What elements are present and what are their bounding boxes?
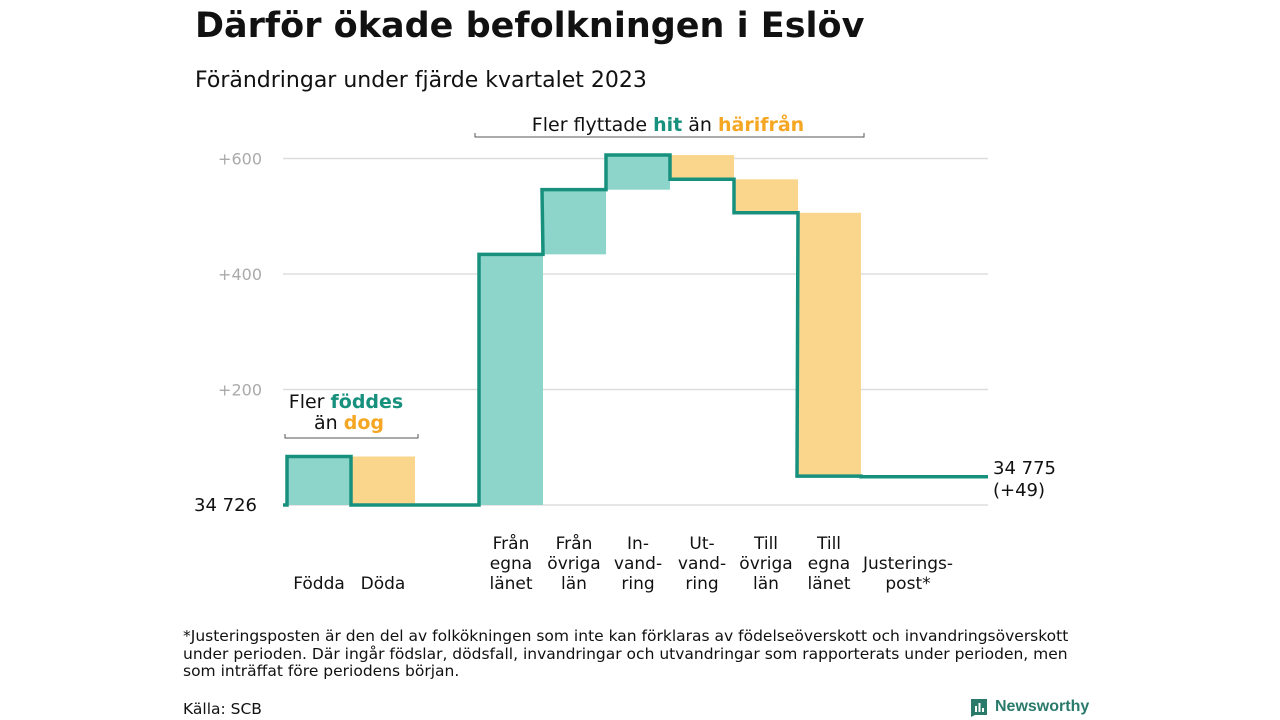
waterfall-bar [287,456,351,505]
x-category-label: län [561,574,587,594]
waterfall-bar [479,254,543,505]
footnote: *Justeringsposten är den del av folkökni… [183,627,1069,680]
chart-subtitle: Förändringar under fjärde kvartalet 2023 [195,68,647,93]
x-category-label: Döda [361,574,406,594]
migration-annotation: Fler flyttade hit än härifrån [532,112,804,136]
start-value-label: 34 726 [194,495,257,516]
migration-bracket [474,133,865,138]
x-category-label: ring [685,574,718,594]
x-category-label: Ut- [689,534,714,554]
y-tick-label: +600 [218,150,262,169]
waterfall-chart: +200+400+600 Födda DödaFrånegnalänetFrånö… [194,112,1056,594]
x-category-label: Justerings- [862,554,953,574]
x-category-label: Födda [293,574,345,594]
x-category-label: post* [885,574,930,594]
end-value-label: 34 775 [993,458,1056,479]
bar-chart-logo-icon [971,699,987,717]
x-category-label: Från [556,533,593,554]
x-category-label: länet [489,574,532,594]
waterfall-bar [351,456,415,505]
logo-text: Newsworthy [995,698,1090,715]
source-note: Källa: SCB [183,700,262,718]
cumulative-step-line [283,153,988,507]
newsworthy-logo: Newsworthy [969,697,1089,717]
x-category-label: övriga [739,554,792,574]
x-category-label: Till [753,534,778,554]
waterfall-bar [606,155,670,190]
x-category-label: vand- [678,554,726,574]
x-category-label: övriga [547,554,600,574]
waterfall-bar [670,155,734,180]
chart-title: Därför ökade befolkningen i Eslöv [195,6,865,46]
end-change-label: (+49) [993,480,1045,501]
x-category-label: egna [490,554,532,574]
y-tick-label: +200 [218,381,262,400]
births-annotation-line2: än dog [314,412,384,434]
waterfall-bar [734,179,798,213]
x-category-label: egna [808,554,850,574]
y-tick-label: +400 [218,265,262,284]
x-category-label: Till [816,534,841,554]
x-category-label: Från [493,533,530,554]
births-annotation-line1: Fler föddes [289,391,403,413]
waterfall-bar [797,212,861,477]
x-category-label: länet [807,574,850,594]
x-category-label: vand- [614,554,662,574]
x-category-label: In- [627,534,649,554]
births-bracket [284,434,419,439]
x-category-label: län [753,574,779,594]
x-category-label: ring [621,574,654,594]
waterfall-bar [542,189,606,255]
